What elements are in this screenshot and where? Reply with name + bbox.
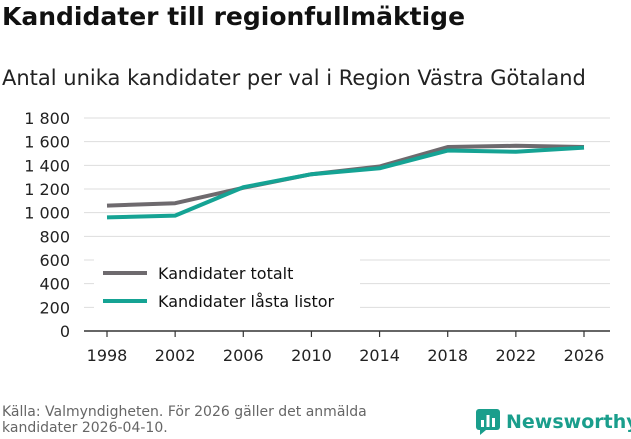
- y-tick-label: 1 600: [24, 133, 70, 152]
- y-tick-label: 1 000: [24, 204, 70, 223]
- legend-label: Kandidater totalt: [158, 264, 293, 283]
- x-tick-labels: 1998 2002 2006 2010 2014 2018 2022 2026: [87, 331, 605, 365]
- y-tick-label: 400: [39, 275, 70, 294]
- legend: Kandidater totalt Kandidater låsta listor: [94, 257, 360, 319]
- y-tick-label: 600: [39, 251, 70, 270]
- y-tick-label: 200: [39, 298, 70, 317]
- y-tick-label: 1 800: [24, 109, 70, 128]
- x-tick-label: 2026: [564, 346, 605, 365]
- series-lines: [106, 143, 585, 220]
- x-tick-label: 1998: [87, 346, 128, 365]
- series-line: [106, 145, 585, 220]
- x-tick-label: 2022: [495, 346, 536, 365]
- source-note: Källa: Valmyndigheten. För 2026 gäller d…: [2, 404, 367, 436]
- y-tick-label: 0: [60, 322, 70, 341]
- chart-title: Kandidater till regionfullmäktige: [2, 2, 466, 31]
- newsworthy-logo: Newsworthy: [476, 409, 631, 435]
- x-tick-label: 2014: [359, 346, 400, 365]
- legend-box: [94, 257, 360, 319]
- x-tick-label: 2006: [223, 346, 264, 365]
- x-tick-label: 2018: [427, 346, 468, 365]
- legend-label: Kandidater låsta listor: [158, 292, 335, 311]
- series-line: [106, 143, 585, 208]
- x-tick-label: 2010: [291, 346, 332, 365]
- x-tick-label: 2002: [155, 346, 196, 365]
- y-tick-label: 1 400: [24, 156, 70, 175]
- brand-name: Newsworthy: [506, 411, 631, 433]
- y-axis: 0 200 400 600 800 1 000 1 200 1 400 1 600 1 800: [24, 109, 70, 341]
- y-tick-label: 1 200: [24, 180, 70, 199]
- chart-subtitle: Antal unika kandidater per val i Region …: [2, 66, 586, 90]
- y-tick-label: 800: [39, 227, 70, 246]
- bar-chart-icon: [476, 409, 500, 435]
